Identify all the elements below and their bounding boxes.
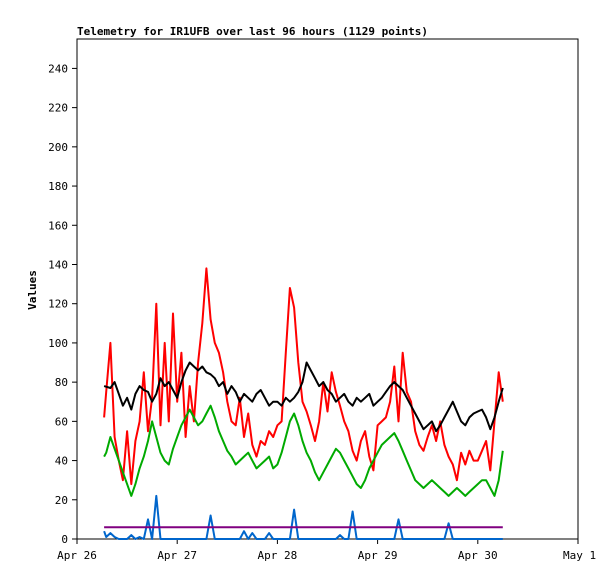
y-tick-label: 240 xyxy=(48,62,68,75)
series-black-line xyxy=(103,361,504,433)
series-group xyxy=(103,267,504,540)
y-tick-label: 100 xyxy=(48,337,68,350)
x-tick-label: May 1 xyxy=(563,549,596,562)
y-tick-label: 0 xyxy=(61,533,68,546)
x-tick-label: Apr 27 xyxy=(157,549,197,562)
series-red-line xyxy=(103,267,504,486)
y-tick-label: 220 xyxy=(48,102,68,115)
series-blue-line xyxy=(103,494,503,540)
x-axis: Apr 26 Apr 27 Apr 28 Apr 29 Apr 30 May 1 xyxy=(57,539,596,562)
y-tick-label: 200 xyxy=(48,141,68,154)
y-tick-label: 20 xyxy=(55,494,68,507)
chart-title: Telemetry for IR1UFB over last 96 hours … xyxy=(77,25,428,38)
plot-area xyxy=(76,38,579,540)
y-tick-label: 60 xyxy=(55,415,68,428)
y-tick-label: 80 xyxy=(55,376,68,389)
y-tick-label: 160 xyxy=(48,219,68,232)
x-tick-label: Apr 28 xyxy=(258,549,298,562)
x-tick-label: Apr 30 xyxy=(458,549,498,562)
y-axis-label: Values xyxy=(26,270,39,310)
y-tick-label: 140 xyxy=(48,258,68,271)
x-tick-label: Apr 29 xyxy=(358,549,398,562)
x-tick-label: Apr 26 xyxy=(57,549,97,562)
series-green-line xyxy=(103,404,504,497)
y-tick-label: 40 xyxy=(55,455,68,468)
y-axis: 0 20 40 60 80 100 120 140 160 180 200 220 240 xyxy=(48,62,77,546)
y-tick-label: 180 xyxy=(48,180,68,193)
y-tick-label: 120 xyxy=(48,298,68,311)
